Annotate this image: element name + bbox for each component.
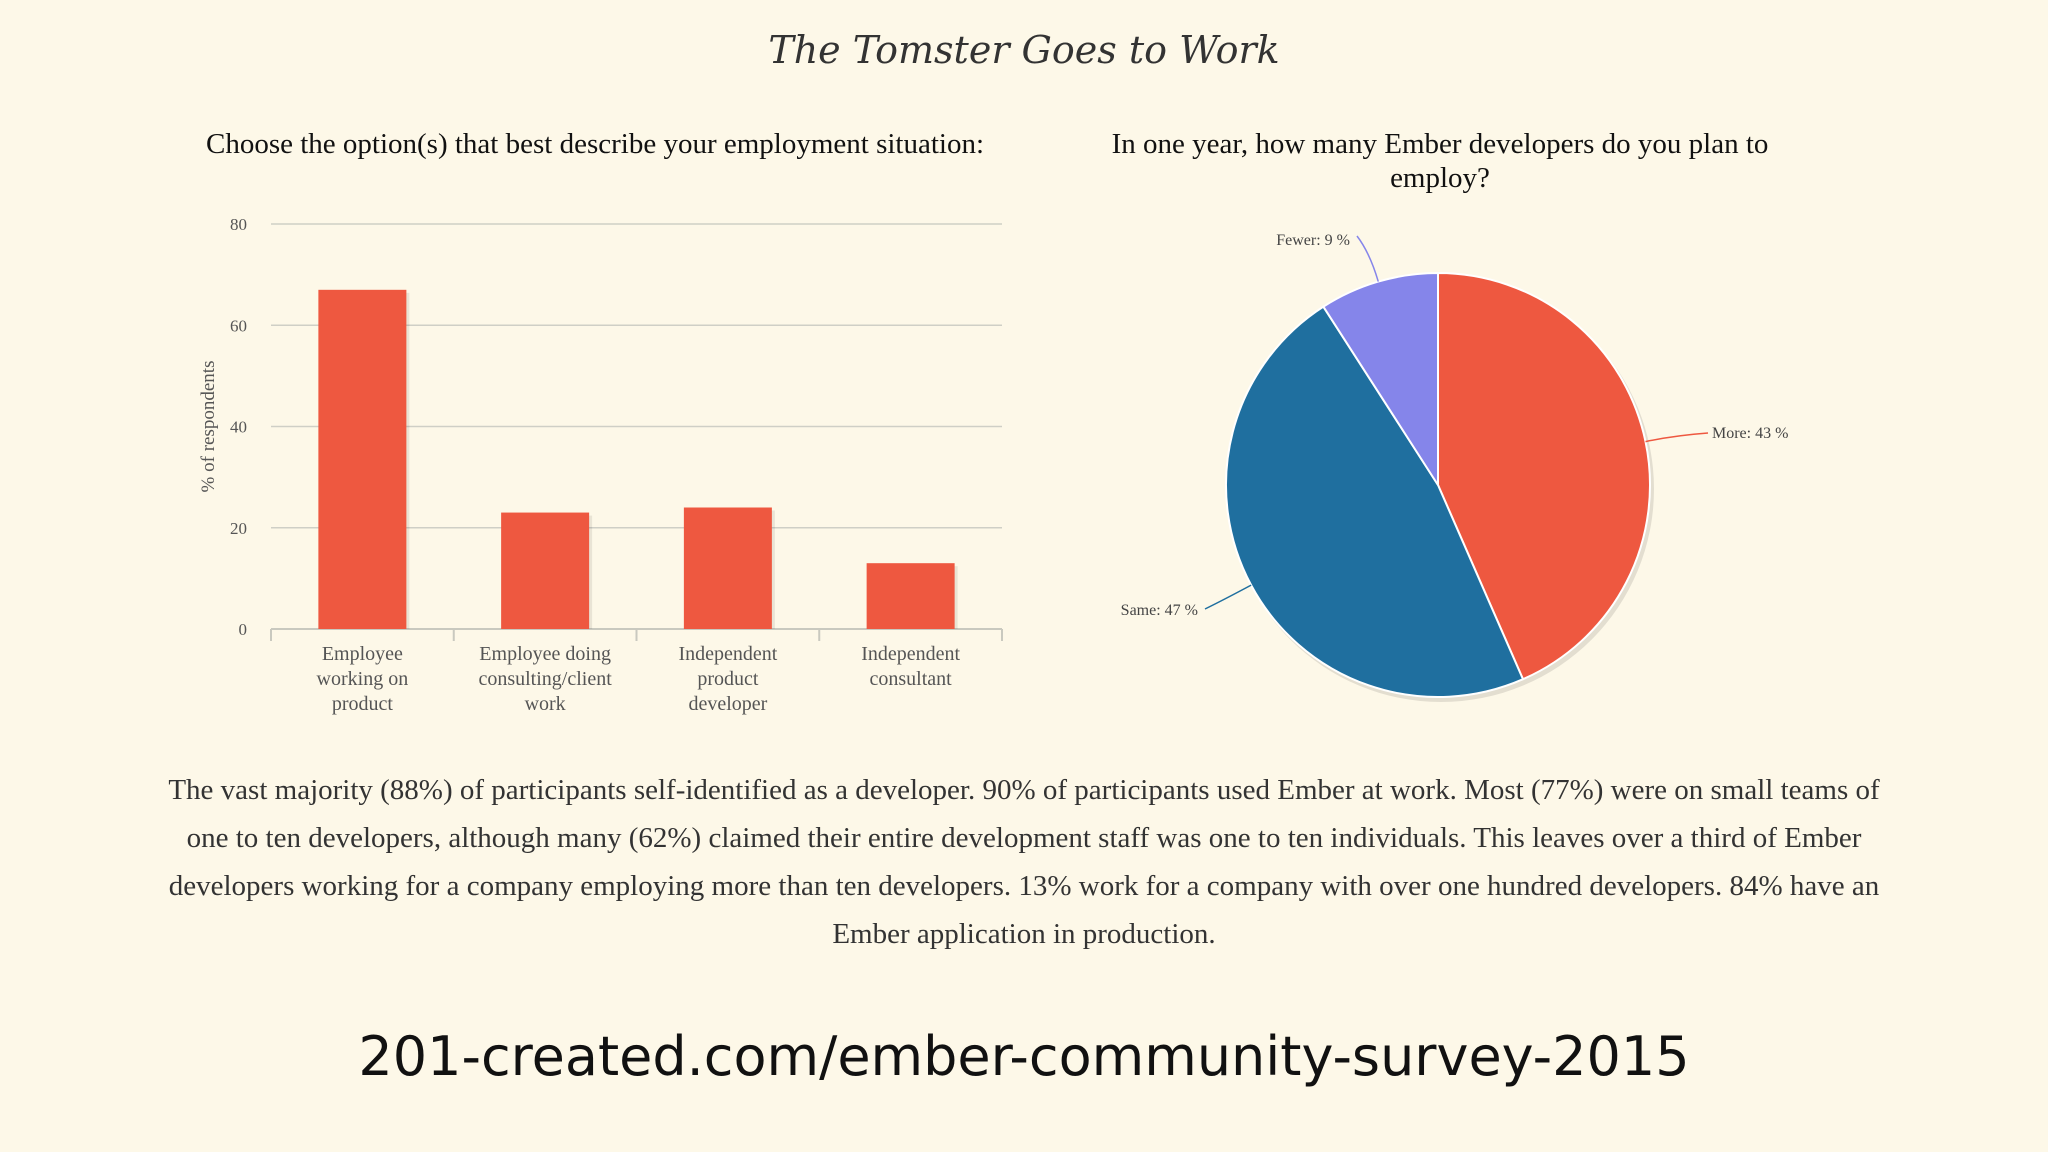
pie-slice-label: More: 43 % xyxy=(1712,425,1788,442)
pie-slice[interactable] xyxy=(1224,305,1524,698)
x-tick-label: Employee xyxy=(322,643,403,665)
bar[interactable] xyxy=(866,563,955,629)
pie-leader-line xyxy=(1204,584,1252,610)
bar[interactable] xyxy=(683,507,772,630)
y-tick-label: 80 xyxy=(230,215,247,234)
x-tick-label: Independent xyxy=(861,643,960,665)
pie-leader-line xyxy=(1645,432,1709,443)
x-tick-label: work xyxy=(525,693,566,715)
survey-url[interactable]: 201-created.com/ember-community-survey-2… xyxy=(358,1025,1690,1088)
y-tick-label: 40 xyxy=(230,418,247,437)
y-tick-label: 0 xyxy=(239,620,248,639)
pie-chart-title: In one year, how many Ember developers d… xyxy=(1111,128,1769,194)
x-tick-label: product xyxy=(332,693,394,715)
x-tick-label: product xyxy=(697,668,759,690)
bar[interactable] xyxy=(318,289,407,629)
page-title: The Tomster Goes to Work xyxy=(768,28,1280,72)
pie-slice-label: Fewer: 9 % xyxy=(1276,232,1350,249)
x-tick-label: developer xyxy=(688,693,767,715)
x-tick-label: working on xyxy=(317,668,409,690)
x-tick-label: Employee doing xyxy=(479,643,611,665)
pie-slice-label: Same: 47 % xyxy=(1121,602,1198,619)
summary-paragraph: The vast majority (88%) of participants … xyxy=(168,774,1880,950)
y-tick-label: 60 xyxy=(230,316,247,335)
y-axis-title: % of respondents xyxy=(198,361,219,493)
y-tick-label: 20 xyxy=(230,519,247,538)
x-tick-label: consultant xyxy=(870,668,953,690)
bar[interactable] xyxy=(501,512,590,629)
bar-chart-title: Choose the option(s) that best describe … xyxy=(205,128,985,160)
x-tick-label: consulting/client xyxy=(478,668,612,690)
x-tick-label: Independent xyxy=(678,643,777,665)
pie-leader-line xyxy=(1356,235,1379,282)
